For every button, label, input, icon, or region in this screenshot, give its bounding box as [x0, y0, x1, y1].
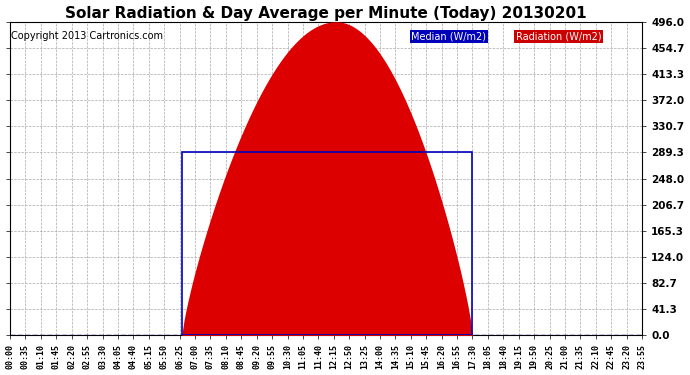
Title: Solar Radiation & Day Average per Minute (Today) 20130201: Solar Radiation & Day Average per Minute… [66, 6, 587, 21]
Text: Radiation (W/m2): Radiation (W/m2) [515, 31, 601, 41]
Text: Copyright 2013 Cartronics.com: Copyright 2013 Cartronics.com [10, 31, 163, 41]
Bar [181, 153, 473, 335]
Text: Median (W/m2): Median (W/m2) [411, 31, 486, 41]
